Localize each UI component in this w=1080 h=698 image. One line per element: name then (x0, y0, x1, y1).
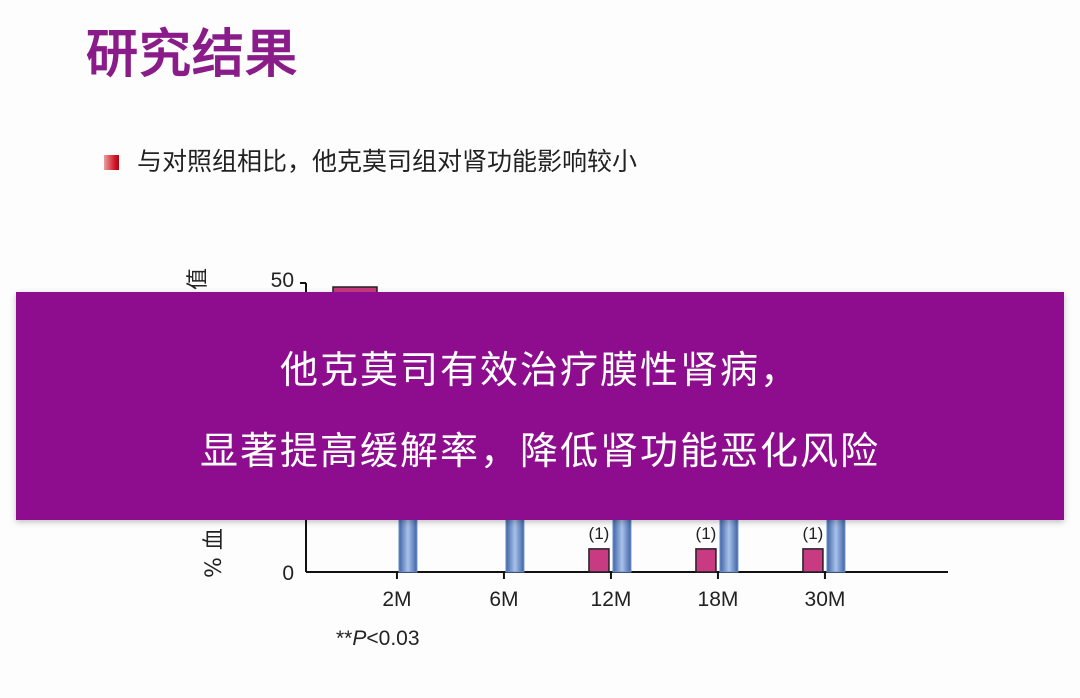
overlay-line-1: 他克莫司有效治疗膜性肾病， (279, 348, 800, 392)
bullet-row: 与对照组相比，他克莫司组对肾功能影响较小 (104, 144, 637, 180)
bar-annotation: (1) (803, 524, 824, 543)
footnote-suffix: <0.03 (366, 627, 419, 650)
footnote-p: P (352, 627, 366, 650)
bar-pink (695, 548, 717, 573)
bullet-text: 与对照组相比，他克莫司组对肾功能影响较小 (137, 147, 638, 176)
x-tick-label: 30M (805, 588, 846, 611)
footnote-prefix: ** (336, 627, 352, 650)
x-tick-label: 18M (698, 588, 739, 611)
y-tick-label-0: 0 (282, 562, 294, 585)
x-tick-label: 6M (489, 588, 518, 611)
overlay-banner (16, 292, 1064, 520)
y-axis-label-top: 值 (186, 268, 211, 290)
x-tick-label: 12M (591, 588, 632, 611)
bar-annotation: (1) (696, 524, 717, 543)
overlay-line-2: 显著提高缓解率，降低肾功能恶化风险 (199, 429, 880, 473)
x-tick-label: 2M (382, 588, 411, 611)
bar-pink (802, 548, 824, 573)
y-tick-label-50: 50 (271, 269, 294, 292)
bullet-square-icon (104, 154, 119, 170)
footnote: **P<0.03 (336, 627, 420, 650)
bar-pink (588, 548, 610, 573)
bar-annotation: (1) (589, 524, 610, 543)
y-axis-label-bottom: % 血 (202, 528, 227, 578)
page-title: 研究结果 (86, 25, 299, 85)
